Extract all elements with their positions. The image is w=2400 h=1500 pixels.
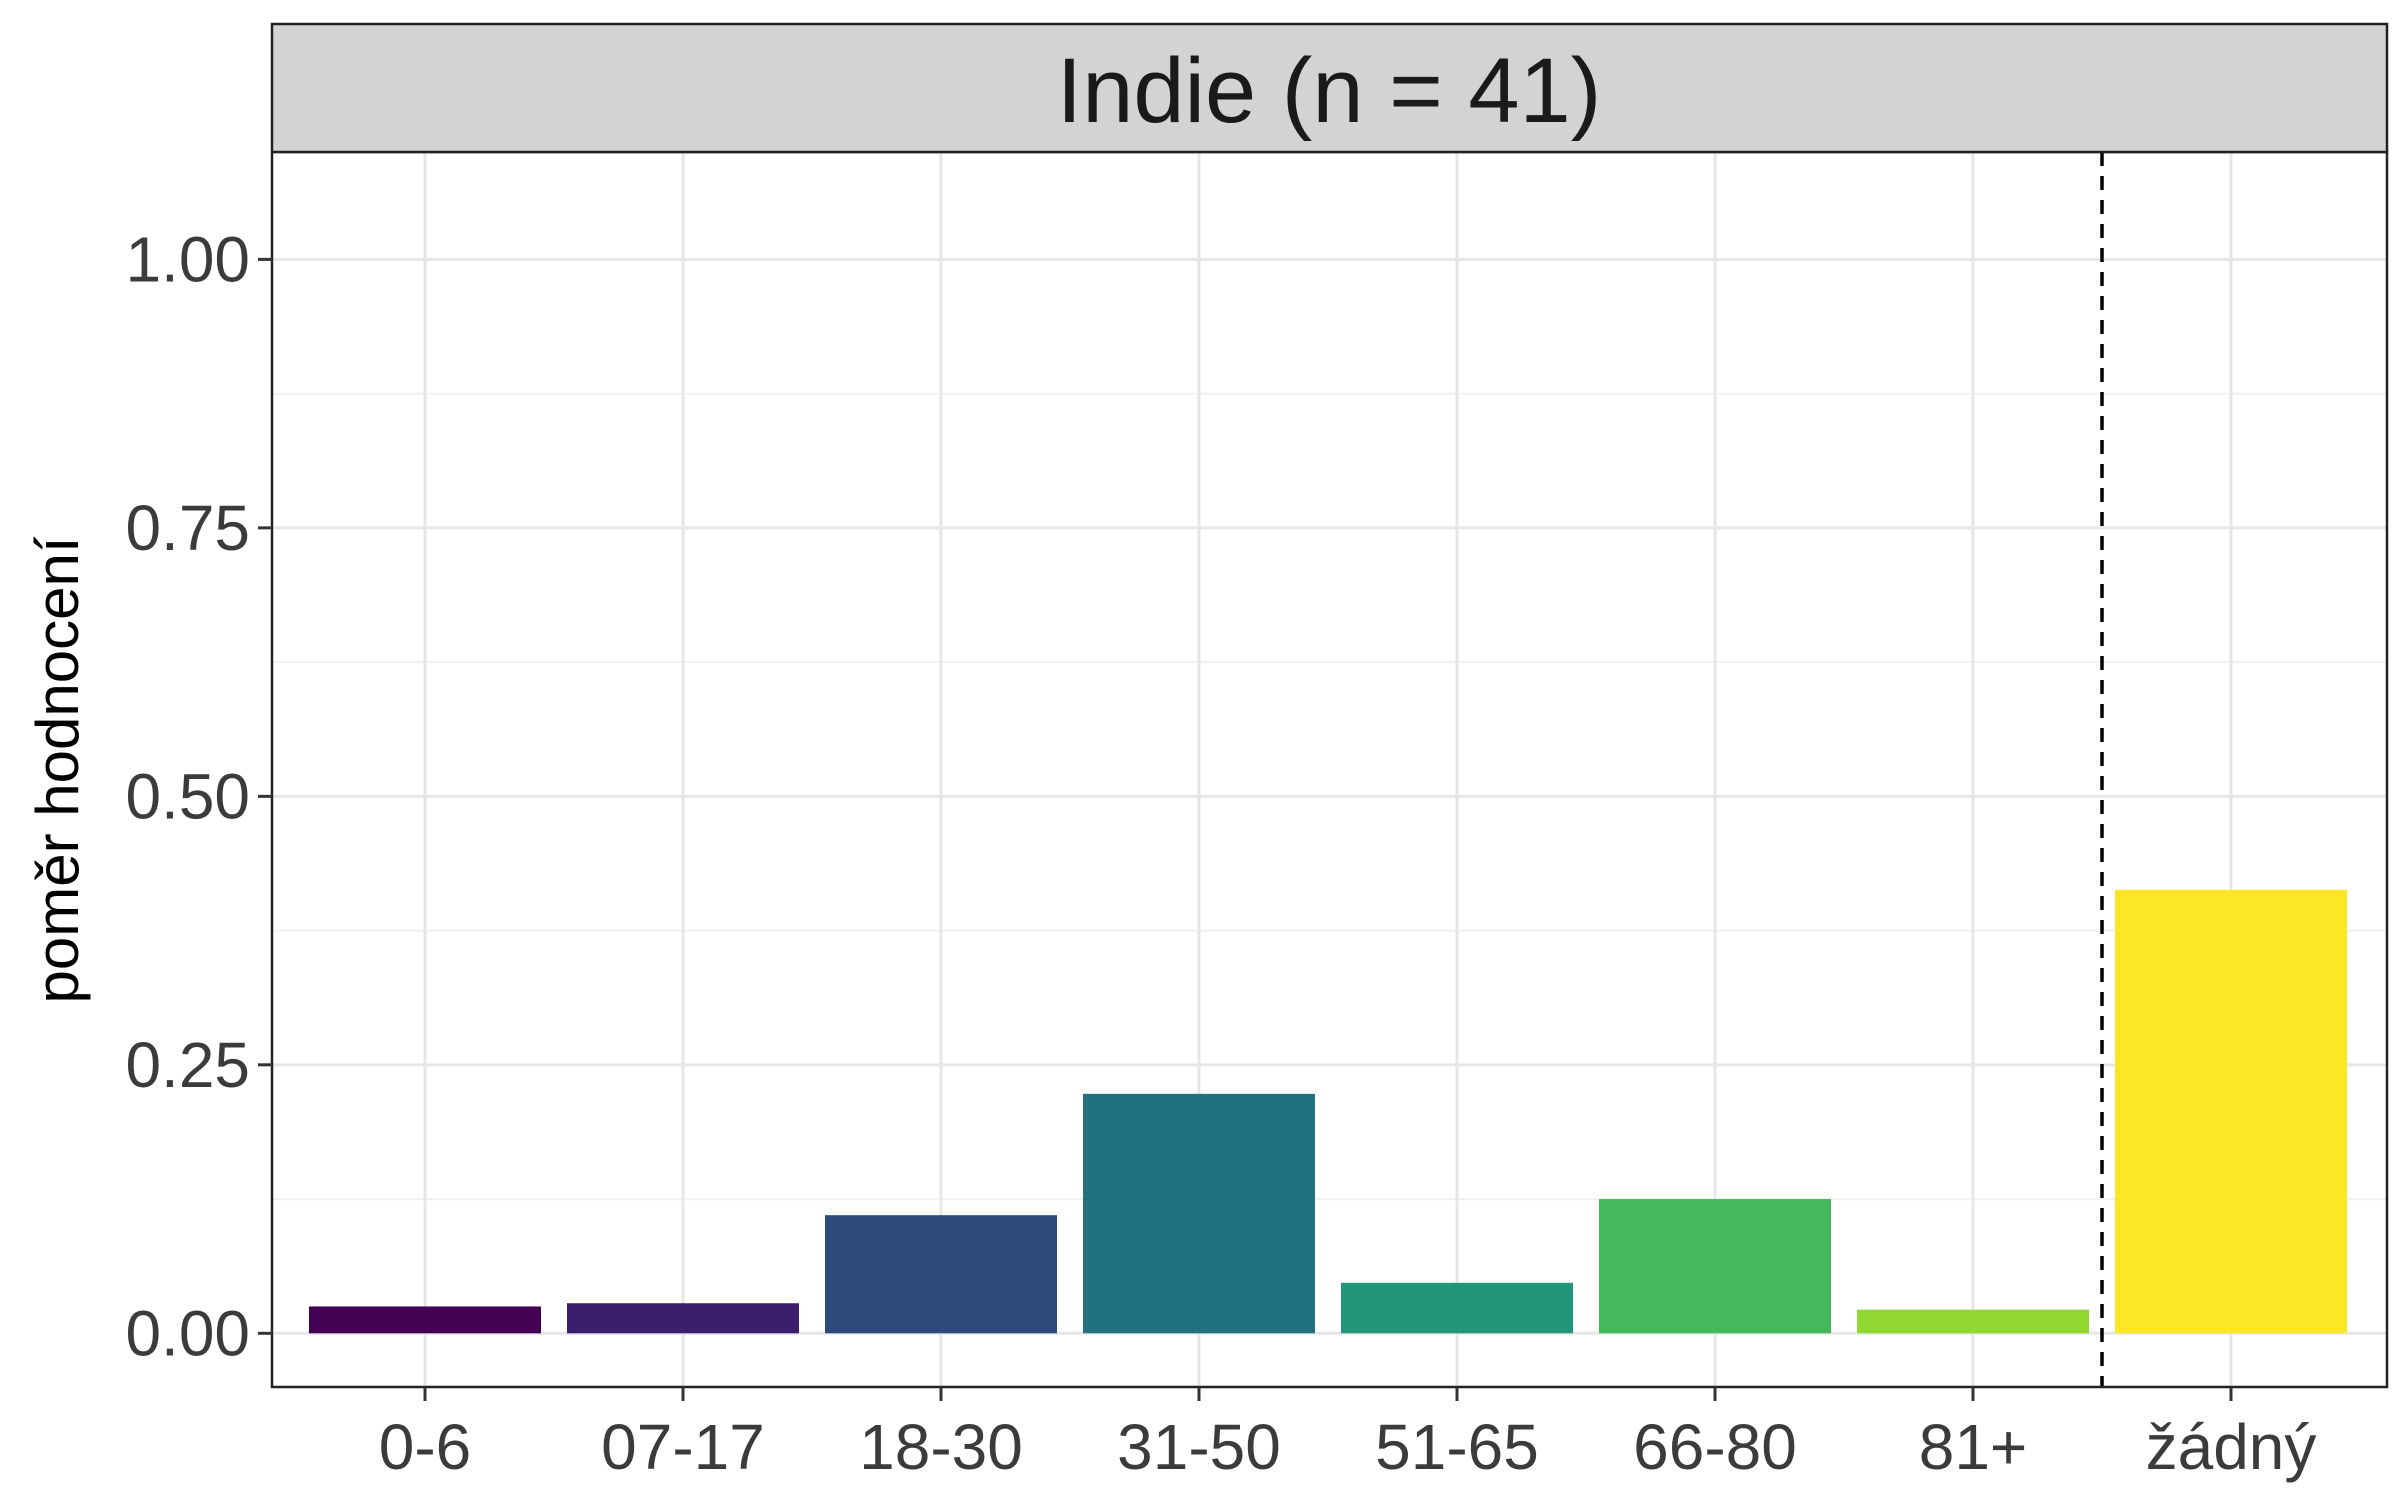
y-tick-label: 0.75 — [125, 492, 250, 564]
x-tick-label: 51-65 — [1375, 1411, 1539, 1483]
y-tick-label: 0.00 — [125, 1297, 250, 1369]
bar-81+ — [1857, 1309, 2089, 1334]
y-tick-label: 0.50 — [125, 760, 250, 832]
facet-strip-background — [270, 22, 2389, 154]
facet-strip: Indie (n = 41) — [270, 22, 2389, 154]
bar-66-80 — [1599, 1199, 1831, 1334]
y-axis-title: poměr hodnocení — [24, 536, 91, 1003]
x-axis: 0-6 07-17 18-30 31-50 51-65 66-80 81+ žádný — [379, 1387, 2317, 1483]
x-tick-label: 31-50 — [1117, 1411, 1281, 1483]
chart-title: Indie (n = 41) — [1057, 40, 1602, 142]
bar-51-65 — [1341, 1282, 1573, 1334]
x-tick-label: 18-30 — [859, 1411, 1023, 1483]
gridlines — [272, 152, 2387, 1387]
x-tick-label: žádný — [2146, 1411, 2317, 1483]
bar-07-17 — [567, 1303, 799, 1334]
plot-panel-border — [270, 150, 2389, 1389]
y-tick-label: 0.25 — [125, 1029, 250, 1101]
x-tick-label: 66-80 — [1633, 1411, 1797, 1483]
y-axis: 0.00 0.25 0.50 0.75 1.00 — [125, 223, 272, 1369]
bar-0-6 — [309, 1306, 541, 1334]
x-tick-label: 07-17 — [601, 1411, 765, 1483]
bar-31-50 — [1083, 1093, 1315, 1334]
bar-žádný — [2115, 889, 2347, 1334]
x-tick-label: 0-6 — [379, 1411, 472, 1483]
bar-18-30 — [825, 1215, 1057, 1334]
bars — [309, 889, 2347, 1334]
x-tick-label: 81+ — [1919, 1411, 2028, 1483]
y-tick-label: 1.00 — [125, 223, 250, 295]
